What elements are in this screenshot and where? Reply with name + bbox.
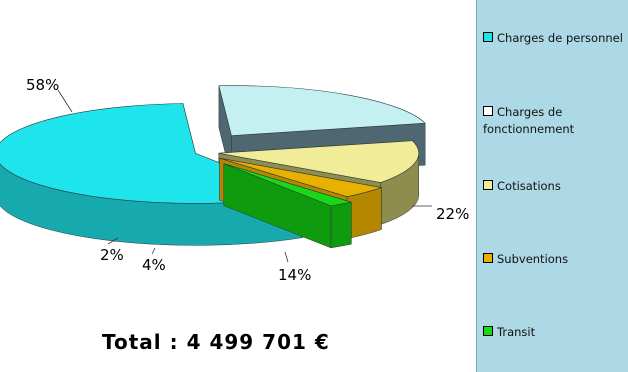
legend-item-charges-fonctionnement: Charges de fonctionnement xyxy=(483,104,627,138)
legend-label: Cotisations xyxy=(497,179,561,193)
pie-slice-top-transit xyxy=(223,163,352,207)
leader-line-charges-personnel xyxy=(57,89,73,113)
legend-swatch xyxy=(483,326,493,336)
pie-chart xyxy=(0,85,432,263)
data-label-charges-fonctionnement: 22% xyxy=(436,205,470,223)
legend-label: Subventions xyxy=(497,252,569,266)
data-label-cotisations: 14% xyxy=(278,266,312,284)
chart-legend: Charges de personnel Charges de fonction… xyxy=(476,0,628,372)
pie-slice-rim-transit-1 xyxy=(330,201,352,249)
legend-item-charges-personnel: Charges de personnel xyxy=(483,30,627,47)
pie-slice-transit xyxy=(223,163,352,249)
legend-item-cotisations: Cotisations xyxy=(483,178,627,195)
data-label-subventions: 4% xyxy=(142,256,166,274)
leader-line-subventions xyxy=(151,247,156,255)
legend-item-transit: Transit xyxy=(483,324,627,341)
legend-label: Charges de personnel xyxy=(497,31,623,45)
data-label-charges-personnel: 58% xyxy=(26,76,60,94)
pie-slice-top-subventions xyxy=(219,157,383,197)
leader-line-transit xyxy=(107,237,119,245)
legend-item-subventions: Subventions xyxy=(483,251,627,268)
legend-swatch xyxy=(483,106,493,116)
legend-swatch xyxy=(483,32,493,42)
pie-chart-area: 58% 22% 14% 4% 2% Total : 4 499 701 € xyxy=(0,76,470,354)
pie-slice-top-charges-fonctionnement xyxy=(218,85,426,136)
legend-swatch xyxy=(483,253,493,263)
pie-slice-top-cotisations xyxy=(218,140,420,183)
data-label-transit: 2% xyxy=(100,246,124,264)
leader-line-cotisations xyxy=(284,251,289,263)
legend-label: Charges de fonctionnement xyxy=(483,105,575,136)
legend-swatch xyxy=(483,180,493,190)
legend-label: Transit xyxy=(497,325,536,339)
total-amount: Total : 4 499 701 € xyxy=(102,330,330,354)
